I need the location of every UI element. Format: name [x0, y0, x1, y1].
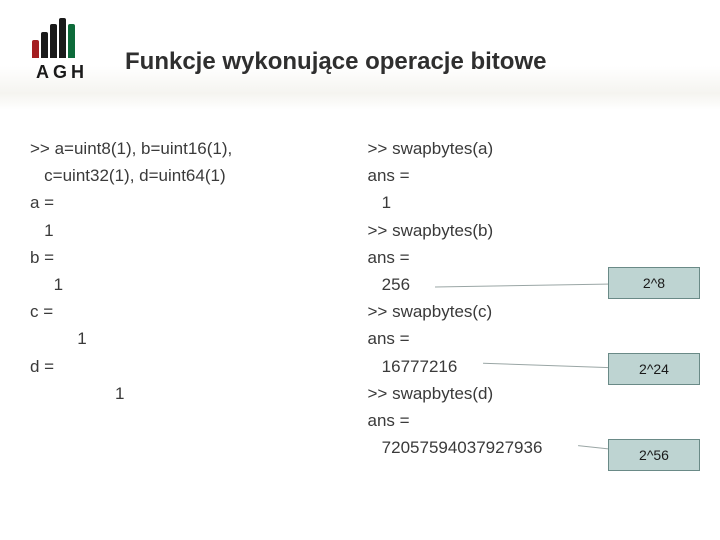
code-line: >> swapbytes(b)	[368, 217, 691, 244]
agh-logo: AGH	[32, 18, 92, 83]
power-badge-24: 2^24	[608, 353, 700, 385]
code-line: d =	[30, 353, 353, 380]
code-line: >> a=uint8(1), b=uint16(1),	[30, 135, 353, 162]
code-line: ans =	[368, 162, 691, 189]
code-line: c =	[30, 298, 353, 325]
slide-title: Funkcje wykonujące operacje bitowe	[125, 48, 546, 76]
code-line: b =	[30, 244, 353, 271]
right-column: >> swapbytes(a) ans = 1 >> swapbytes(b) …	[363, 135, 691, 461]
left-column: >> a=uint8(1), b=uint16(1), c=uint32(1),…	[30, 135, 363, 461]
code-line: 1	[368, 189, 691, 216]
code-line: 1	[30, 271, 353, 298]
code-line: a =	[30, 189, 353, 216]
power-badge-56: 2^56	[608, 439, 700, 471]
code-line: 1	[30, 325, 353, 352]
badge-text: 2^8	[643, 272, 665, 294]
power-badge-8: 2^8	[608, 267, 700, 299]
code-line: ans =	[368, 325, 691, 352]
slide-header: AGH Funkcje wykonujące operacje bitowe	[0, 0, 720, 110]
slide-content: >> a=uint8(1), b=uint16(1), c=uint32(1),…	[30, 135, 690, 461]
logo-text: AGH	[32, 62, 92, 83]
badge-text: 2^56	[639, 444, 669, 466]
logo-bars-icon	[32, 18, 92, 58]
code-line: 1	[30, 217, 353, 244]
code-line: c=uint32(1), d=uint64(1)	[30, 162, 353, 189]
code-line: >> swapbytes(c)	[368, 298, 691, 325]
code-line: ans =	[368, 407, 691, 434]
code-line: 1	[30, 380, 353, 407]
badge-text: 2^24	[639, 358, 669, 380]
code-line: >> swapbytes(a)	[368, 135, 691, 162]
